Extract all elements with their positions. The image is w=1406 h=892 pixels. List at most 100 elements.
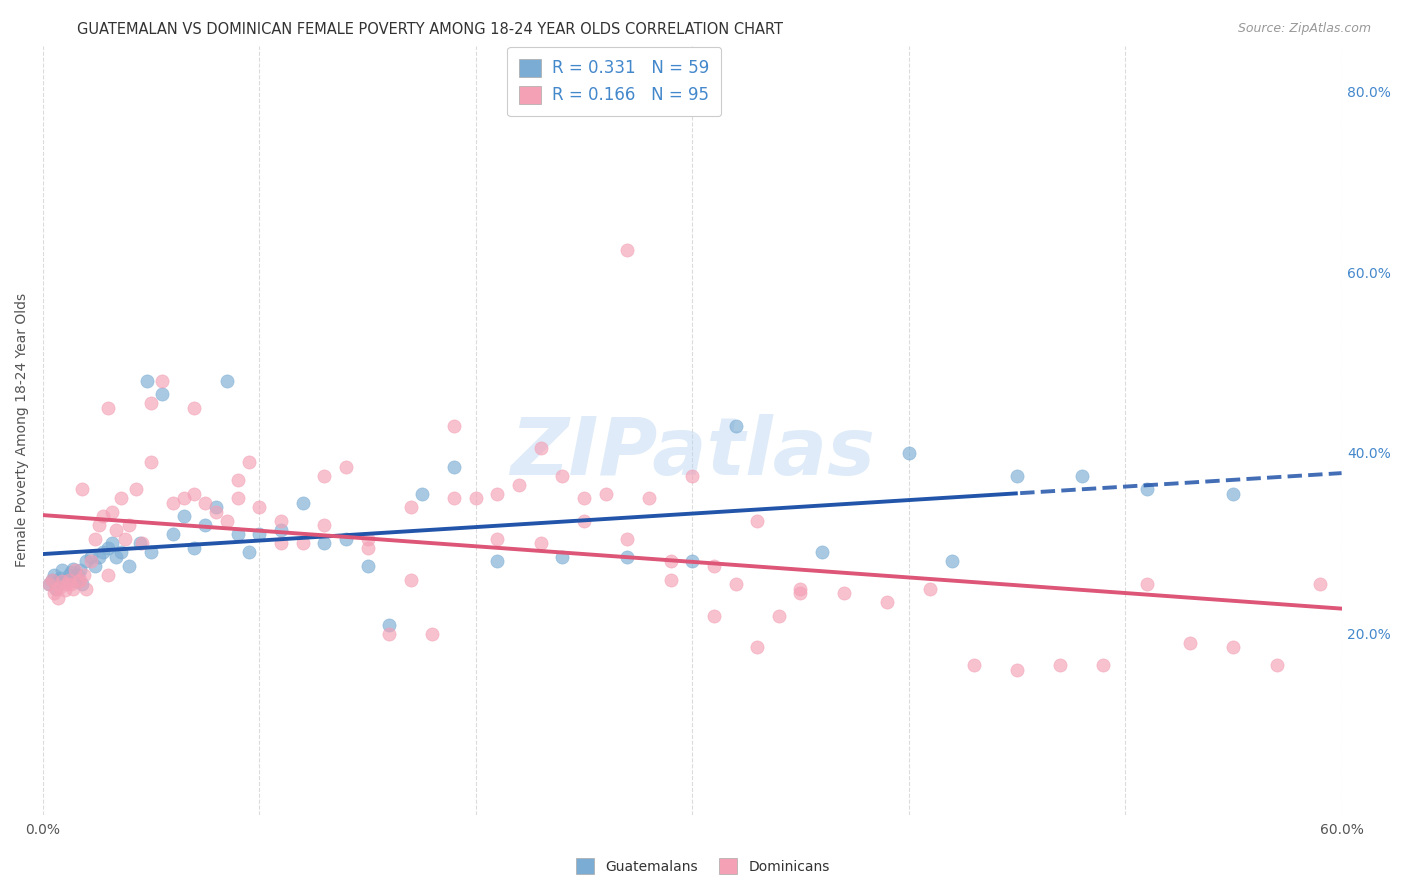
- Point: [335, 532, 357, 546]
- Point: [97, 541, 120, 555]
- Point: [45, 582, 67, 596]
- Point: [238, 455, 260, 469]
- Point: [97, 568, 120, 582]
- Point: [118, 518, 141, 533]
- Point: [183, 401, 205, 415]
- Point: [83, 532, 105, 546]
- Point: [291, 536, 314, 550]
- Point: [1049, 658, 1071, 673]
- Point: [139, 396, 162, 410]
- Point: [66, 568, 89, 582]
- Point: [356, 558, 378, 573]
- Point: [314, 468, 336, 483]
- Point: [638, 491, 661, 505]
- Point: [215, 514, 238, 528]
- Point: [811, 545, 834, 559]
- Point: [378, 626, 401, 640]
- Point: [101, 505, 124, 519]
- Point: [118, 558, 141, 573]
- Point: [681, 554, 703, 568]
- Point: [962, 658, 984, 673]
- Point: [486, 554, 509, 568]
- Point: [1005, 663, 1028, 677]
- Point: [530, 442, 553, 456]
- Point: [1309, 577, 1331, 591]
- Point: [79, 554, 101, 568]
- Point: [356, 541, 378, 555]
- Point: [194, 496, 217, 510]
- Point: [215, 374, 238, 388]
- Point: [724, 418, 747, 433]
- Point: [920, 582, 942, 596]
- Point: [247, 527, 270, 541]
- Point: [173, 491, 195, 505]
- Point: [46, 591, 69, 605]
- Point: [150, 387, 173, 401]
- Point: [69, 573, 91, 587]
- Point: [83, 558, 105, 573]
- Point: [89, 549, 111, 564]
- Point: [378, 617, 401, 632]
- Point: [79, 549, 101, 564]
- Point: [42, 586, 65, 600]
- Point: [55, 577, 77, 591]
- Point: [572, 491, 595, 505]
- Point: [70, 577, 93, 591]
- Point: [105, 523, 128, 537]
- Point: [42, 568, 65, 582]
- Point: [205, 500, 228, 515]
- Point: [62, 582, 84, 596]
- Point: [464, 491, 486, 505]
- Point: [46, 574, 69, 589]
- Point: [135, 374, 157, 388]
- Point: [60, 577, 83, 591]
- Point: [51, 564, 73, 578]
- Point: [270, 536, 292, 550]
- Text: Source: ZipAtlas.com: Source: ZipAtlas.com: [1237, 22, 1371, 36]
- Point: [291, 496, 314, 510]
- Point: [422, 626, 444, 640]
- Point: [69, 564, 91, 578]
- Point: [89, 518, 111, 533]
- Point: [93, 509, 115, 524]
- Point: [616, 549, 638, 564]
- Point: [105, 549, 128, 564]
- Point: [1070, 468, 1092, 483]
- Point: [51, 574, 73, 589]
- Point: [616, 532, 638, 546]
- Point: [1136, 577, 1159, 591]
- Point: [443, 418, 465, 433]
- Point: [1178, 636, 1201, 650]
- Point: [58, 568, 80, 582]
- Point: [183, 486, 205, 500]
- Point: [226, 473, 249, 487]
- Point: [162, 527, 184, 541]
- Point: [941, 554, 963, 568]
- Legend: Guatemalans, Dominicans: Guatemalans, Dominicans: [569, 852, 837, 880]
- Point: [238, 545, 260, 559]
- Point: [486, 486, 509, 500]
- Point: [832, 586, 855, 600]
- Point: [681, 468, 703, 483]
- Point: [53, 583, 76, 598]
- Point: [703, 558, 725, 573]
- Point: [876, 595, 898, 609]
- Point: [508, 477, 530, 491]
- Point: [247, 500, 270, 515]
- Point: [897, 446, 920, 460]
- Point: [101, 536, 124, 550]
- Point: [789, 586, 811, 600]
- Point: [1265, 658, 1288, 673]
- Point: [356, 532, 378, 546]
- Point: [129, 536, 152, 550]
- Point: [75, 554, 97, 568]
- Text: ZIPatlas: ZIPatlas: [510, 415, 875, 492]
- Point: [314, 518, 336, 533]
- Point: [205, 505, 228, 519]
- Point: [194, 518, 217, 533]
- Point: [41, 573, 63, 587]
- Point: [443, 491, 465, 505]
- Point: [125, 482, 148, 496]
- Point: [768, 608, 790, 623]
- Point: [162, 496, 184, 510]
